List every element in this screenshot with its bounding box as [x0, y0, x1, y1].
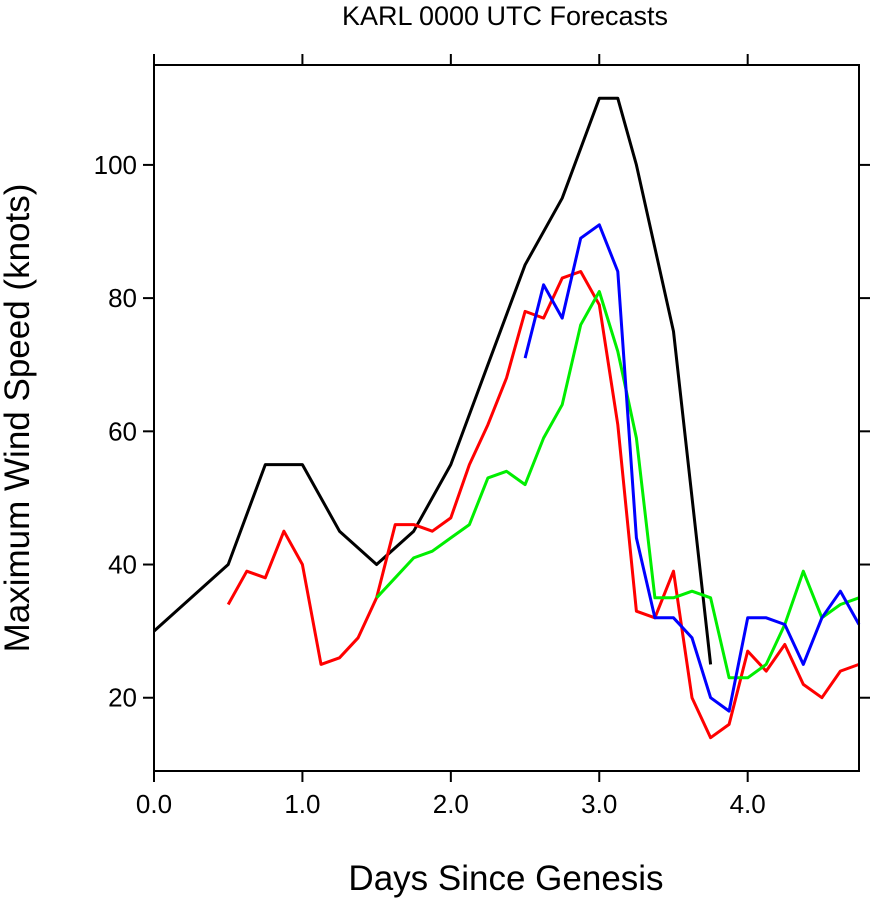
x-tick-label: 4.0 [730, 789, 766, 819]
series-line-1 [152, 96, 713, 665]
series-line-4 [523, 223, 861, 713]
chart-title: KARL 0000 UTC Forecasts [342, 1, 668, 31]
plot-frame [153, 64, 860, 772]
series-layer [152, 96, 861, 740]
x-tick-label: 2.0 [433, 789, 469, 819]
x-tick-label: 0.0 [136, 789, 172, 819]
y-tick-label: 20 [108, 683, 137, 713]
y-tick-label: 40 [108, 550, 137, 580]
y-axis-label: Maximum Wind Speed (knots) [0, 184, 37, 653]
x-axis-label: Days Since Genesis [348, 859, 663, 898]
y-tick-label: 60 [108, 416, 137, 446]
y-tick-label: 100 [94, 150, 137, 180]
x-tick-label: 3.0 [581, 789, 617, 819]
x-tick-label: 1.0 [284, 789, 320, 819]
series-line-2 [226, 270, 860, 740]
tick-layer: 0.0 1.0 2.0 3.0 4.0 20 40 60 80 100 [94, 54, 870, 819]
y-tick-label: 80 [108, 283, 137, 313]
series-line-3 [375, 290, 860, 680]
